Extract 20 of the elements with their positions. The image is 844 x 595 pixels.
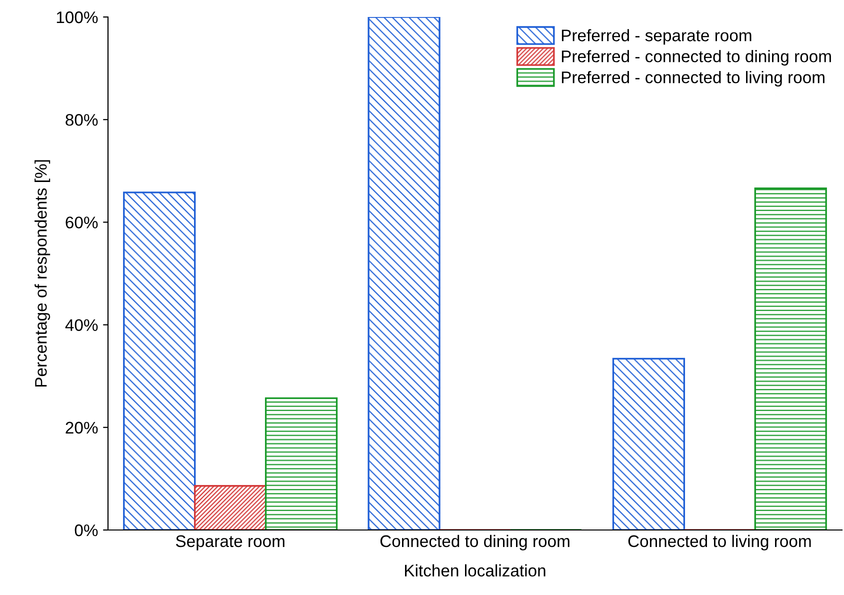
y-tick-label: 0% xyxy=(74,524,98,536)
legend-label: Preferred - connected to living room xyxy=(562,71,824,87)
y-tick-label: 40% xyxy=(65,319,98,332)
x-axis-title: Kitchen localization xyxy=(405,564,546,577)
bar xyxy=(194,485,267,530)
legend-label: Preferred - connected to dining room xyxy=(562,50,831,66)
y-tick-label: 100% xyxy=(56,11,98,24)
bar xyxy=(264,397,338,530)
y-tick-label: 80% xyxy=(66,114,98,126)
bar xyxy=(123,192,196,530)
legend-label: Preferred - separate room xyxy=(562,29,752,45)
y-axis-title: Percentage of respondents [%] xyxy=(34,160,50,387)
x-tick-label: Connected to living room xyxy=(628,534,811,550)
y-tick-label: 20% xyxy=(66,422,98,434)
y-tick-label: 60% xyxy=(66,216,98,228)
x-tick-label: Connected to dining room xyxy=(380,534,570,550)
bar xyxy=(612,358,686,530)
x-tick-label: Separate room xyxy=(176,535,284,550)
bar xyxy=(754,188,827,530)
bar xyxy=(368,17,440,530)
